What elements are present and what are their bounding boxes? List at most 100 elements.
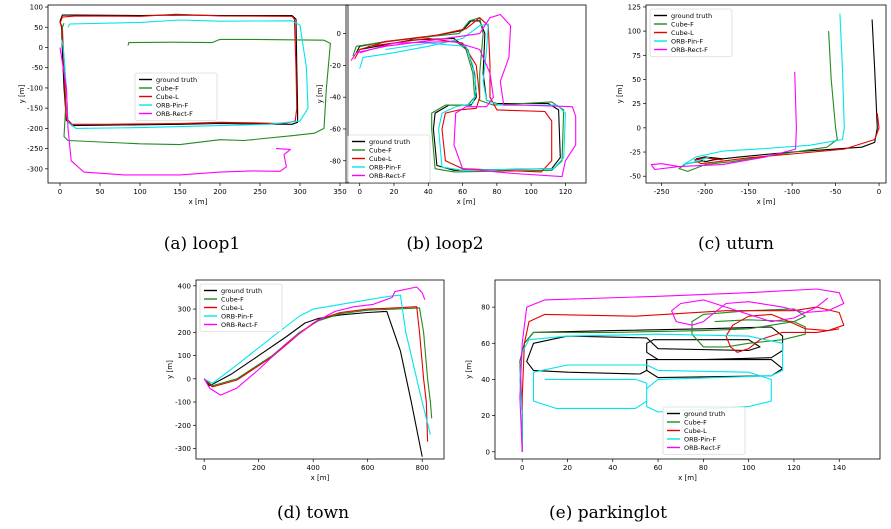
x-tick-label: -150 xyxy=(741,188,757,196)
series-line-orb-pin-f xyxy=(682,13,845,166)
x-tick-label: 0 xyxy=(520,464,524,472)
x-tick-label: 150 xyxy=(173,188,186,196)
caption-loop2: (b) loop2 xyxy=(406,234,483,254)
series-line-ground-truth xyxy=(695,19,878,163)
legend-entry: ORB-Pin-F xyxy=(671,37,703,45)
legend-entry: Cube-L xyxy=(221,304,244,312)
series-line-cube-f xyxy=(519,308,806,452)
series-line-ground-truth xyxy=(519,326,784,452)
legend-entry: Cube-L xyxy=(671,29,694,37)
y-tick-label: -50 xyxy=(32,64,43,72)
legend-entry: ORB-Rect-F xyxy=(671,46,708,54)
panel-uturn: -250 -200 -150 -100 -50 0 125 100 75 50 25 0 -25 -50 x… xyxy=(616,3,887,206)
y-tick-label: -250 xyxy=(27,145,43,153)
x-axis-label: x [m] xyxy=(189,198,208,206)
legend-entry: ground truth xyxy=(221,287,262,295)
plot-frame xyxy=(195,279,445,460)
legend-entry: ORB-Pin-F xyxy=(369,163,401,171)
y-axis-label: y [m] xyxy=(316,84,324,103)
y-tick-label: 400 xyxy=(178,282,191,290)
x-tick-label: 100 xyxy=(742,464,755,472)
legend-entry: ground truth xyxy=(684,410,725,418)
caption-town: (d) town xyxy=(277,503,349,523)
y-tick-label: 50 xyxy=(632,76,641,84)
x-tick-label: -50 xyxy=(830,188,841,196)
plot-frame xyxy=(345,4,587,184)
y-tick-label: -200 xyxy=(27,125,43,133)
x-tick-label: 600 xyxy=(361,464,374,472)
y-tick-label: 300 xyxy=(178,306,191,314)
legend-entry: ORB-Pin-F xyxy=(221,312,253,320)
legend-entry: ORB-Rect-F xyxy=(684,444,721,452)
y-tick-label: 0 xyxy=(637,124,641,132)
y-tick-label: 50 xyxy=(34,24,43,32)
series-line-cube-l xyxy=(521,306,845,452)
y-tick-label: 100 xyxy=(628,28,641,36)
x-tick-label: 80 xyxy=(699,464,708,472)
y-tick-label: 60 xyxy=(481,340,490,348)
plot-frame xyxy=(645,4,887,184)
legend: ground truthCube-FCube-LORB-Pin-FORB-Rec… xyxy=(134,72,218,121)
series-line-cube-f xyxy=(352,17,565,173)
x-tick-label: 140 xyxy=(833,464,846,472)
legend-entry: Cube-F xyxy=(221,295,244,303)
series-line-orb-pin-f xyxy=(359,23,566,171)
legend-entry: ground truth xyxy=(156,76,197,84)
y-tick-label: 200 xyxy=(178,329,191,337)
y-tick-label: 125 xyxy=(628,3,641,11)
panel-town: 0 200 400 600 800 400 300 200 100 0 -100 -200 -300 x … xyxy=(166,279,445,482)
legend: ground truthCube-FCube-LORB-Pin-FORB-Rec… xyxy=(662,406,746,455)
x-tick-label: -200 xyxy=(697,188,713,196)
x-tick-label: 0 xyxy=(202,464,206,472)
legend: ground truthCube-FCube-LORB-Pin-FORB-Rec… xyxy=(199,283,283,332)
x-axis-label: x [m] xyxy=(311,474,330,482)
x-tick-label: 0 xyxy=(58,188,62,196)
legend-entry: ORB-Pin-F xyxy=(156,101,188,109)
series-line-cube-f xyxy=(678,31,838,172)
y-axis-label: y [m] xyxy=(18,84,26,103)
x-tick-label: 200 xyxy=(252,464,265,472)
x-tick-label: -100 xyxy=(784,188,800,196)
y-tick-label: -300 xyxy=(175,445,191,453)
x-tick-label: 40 xyxy=(608,464,617,472)
x-tick-label: 50 xyxy=(96,188,105,196)
x-axis-label: x [m] xyxy=(757,198,776,206)
x-tick-label: 60 xyxy=(458,188,467,196)
legend-entry: Cube-F xyxy=(156,84,179,92)
y-tick-label: -60 xyxy=(330,125,341,133)
y-tick-label: 40 xyxy=(481,376,490,384)
legend-entry: Cube-L xyxy=(369,155,392,163)
y-tick-label: 20 xyxy=(481,412,490,420)
legend-box xyxy=(199,283,283,332)
y-axis-label: y [m] xyxy=(616,84,624,103)
legend-entry: Cube-F xyxy=(684,418,707,426)
y-tick-label: 0 xyxy=(187,375,191,383)
legend-box xyxy=(662,406,746,455)
series-line-cube-l xyxy=(203,306,429,442)
y-tick-label: -40 xyxy=(330,94,341,102)
legend-entry: ORB-Rect-F xyxy=(369,172,406,180)
x-tick-label: 60 xyxy=(654,464,663,472)
x-tick-label: 100 xyxy=(524,188,537,196)
series-line-orb-rect-f xyxy=(203,286,426,396)
series-line-orb-rect-f xyxy=(650,71,797,171)
y-tick-label: -20 xyxy=(330,62,341,70)
legend-entry: Cube-F xyxy=(369,146,392,154)
x-tick-label: 300 xyxy=(293,188,306,196)
panel-loop1: 0 50 100 150 200 250 300 350 100 50 0 -50 -100 -150 -2… xyxy=(18,4,349,206)
plot-frame xyxy=(47,4,349,184)
y-tick-label: -50 xyxy=(630,173,641,181)
x-tick-label: -250 xyxy=(654,188,670,196)
caption-uturn: (c) uturn xyxy=(698,234,774,254)
x-tick-label: 0 xyxy=(877,188,881,196)
series-line-orb-rect-f xyxy=(350,13,577,178)
legend-box xyxy=(134,72,218,121)
y-tick-label: -100 xyxy=(27,84,43,92)
y-tick-label: 80 xyxy=(481,304,490,312)
y-tick-label: 100 xyxy=(178,352,191,360)
x-tick-label: 20 xyxy=(390,188,399,196)
y-tick-label: -200 xyxy=(175,422,191,430)
series-line-cube-l xyxy=(354,17,553,173)
